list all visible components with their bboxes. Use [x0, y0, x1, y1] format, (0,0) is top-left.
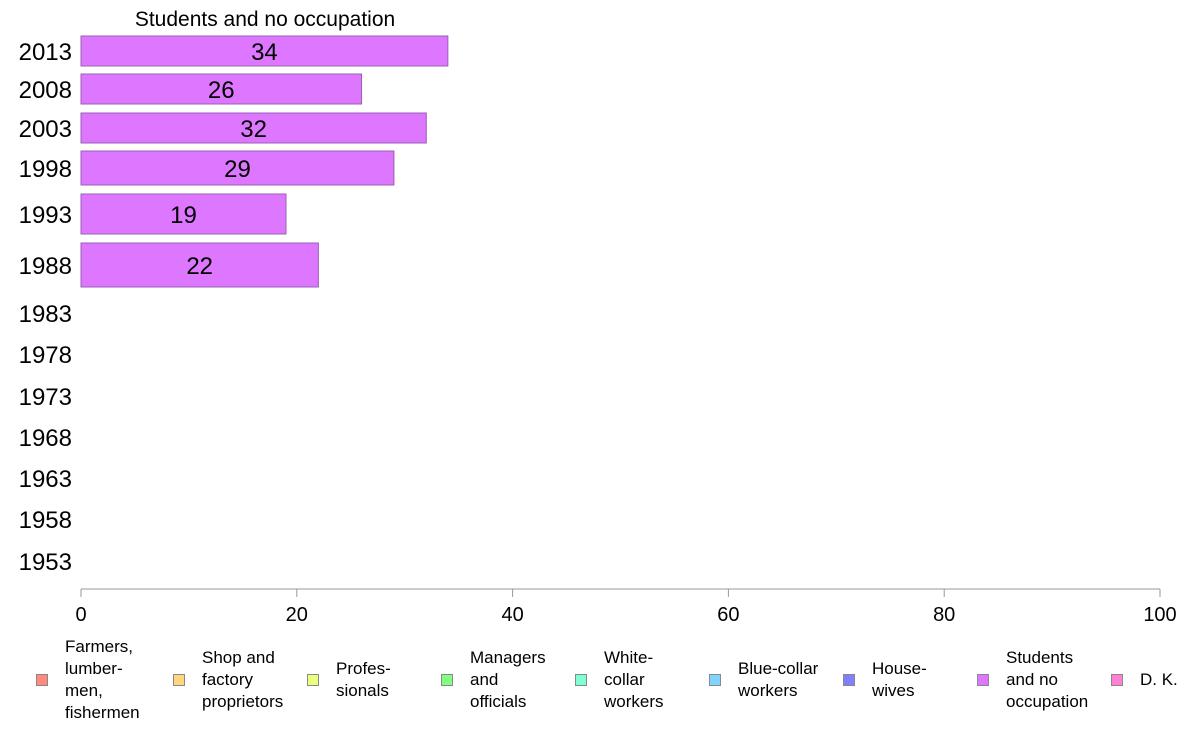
legend-item: Shop and factory proprietors — [173, 645, 283, 715]
legend-item: Blue-collar workers — [709, 645, 818, 715]
legend-item: D. K. — [1111, 645, 1178, 715]
legend-item: House- wives — [843, 645, 927, 715]
legend-item: White- collar workers — [575, 645, 664, 715]
bar-2008 — [80, 73, 363, 105]
bar-value-label: 32 — [240, 116, 267, 143]
legend-swatch — [173, 674, 185, 686]
legend-item: Managers and officials — [441, 645, 546, 715]
y-tick-label: 1988 — [19, 253, 72, 280]
x-tick-label: 100 — [1143, 604, 1176, 626]
chart: Students and no occupation 342632291922 … — [19, 8, 1177, 626]
y-tick-label: 2003 — [19, 116, 72, 143]
legend-swatch — [709, 674, 721, 686]
x-tick-label: 80 — [933, 604, 955, 626]
legend-label: Farmers, lumber- men, fishermen — [65, 637, 140, 722]
y-tick-label: 2013 — [19, 39, 72, 66]
legend-swatch — [36, 674, 48, 686]
legend-label: White- collar workers — [604, 648, 664, 711]
legend-item: Farmers, lumber- men, fishermen — [36, 637, 140, 722]
y-tick-label: 1973 — [19, 384, 72, 411]
bar-2013 — [80, 35, 449, 67]
x-tick-label: 60 — [717, 604, 739, 626]
y-tick-label: 1993 — [19, 202, 72, 229]
legend-swatch — [843, 674, 855, 686]
legend-swatch — [441, 674, 453, 686]
legend-label: House- wives — [872, 659, 927, 700]
legend-swatch — [1111, 674, 1123, 686]
y-tick-label: 1953 — [19, 549, 72, 576]
legend: Farmers, lumber- men, fishermen Shop and … — [0, 637, 1188, 730]
x-tick-label: 40 — [501, 604, 523, 626]
bar-value-label: 29 — [224, 156, 251, 183]
y-tick-label: 1958 — [19, 507, 72, 534]
legend-label: Students and no occupation — [1006, 648, 1089, 711]
legend-label: Shop and factory proprietors — [202, 648, 284, 711]
legend-swatch — [307, 674, 319, 686]
legend-label: D. K. — [1140, 670, 1178, 689]
bar-value-label: 34 — [251, 39, 278, 66]
legend-label: Managers and officials — [470, 648, 546, 711]
legend-item: Students and no occupation — [977, 645, 1088, 715]
legend-swatch — [977, 674, 989, 686]
x-tick-label: 0 — [75, 604, 86, 626]
legend-label: Profes- sionals — [336, 659, 391, 700]
legend-item: Profes- sionals — [307, 645, 391, 715]
y-tick-label: 2008 — [19, 77, 72, 104]
y-tick-label: 1978 — [19, 342, 72, 369]
bar-1988 — [80, 242, 319, 288]
bar-1998 — [80, 150, 395, 186]
y-tick-label: 1963 — [19, 466, 72, 493]
y-tick-label: 1968 — [19, 425, 72, 452]
bar-value-label: 26 — [208, 77, 235, 104]
bar-value-label: 22 — [186, 253, 213, 280]
bar-value-label: 19 — [170, 202, 197, 229]
chart-title: Students and no occupation — [135, 8, 395, 31]
bars-layer — [80, 35, 449, 288]
x-axis-ticks: 0 20 40 60 80 100 — [75, 589, 1177, 626]
legend-swatch — [575, 674, 587, 686]
bar-2003 — [80, 112, 427, 144]
legend-label: Blue-collar workers — [738, 659, 819, 700]
x-tick-label: 20 — [286, 604, 308, 626]
y-tick-label: 1983 — [19, 301, 72, 328]
y-tick-label: 1998 — [19, 156, 72, 183]
y-axis-tick-labels: 2013 2008 2003 1998 1993 1988 1983 1978 1973 1968… — [19, 39, 72, 576]
bar-1993 — [80, 193, 287, 235]
